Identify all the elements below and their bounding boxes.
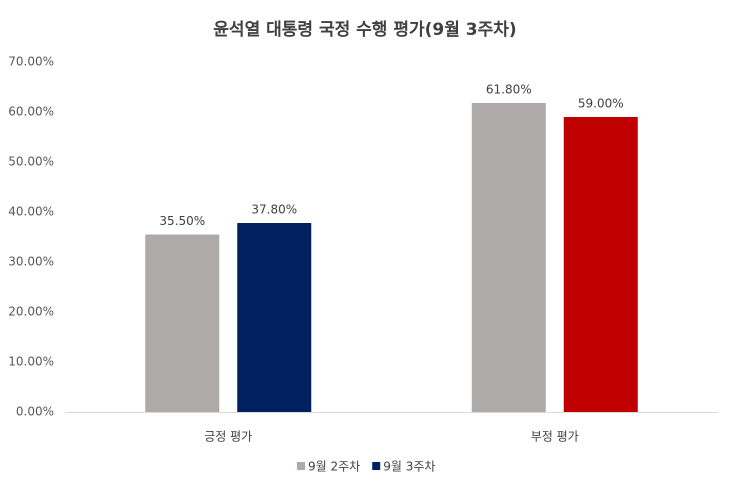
y-tick-label: 30.00%: [8, 255, 54, 269]
y-tick-label: 20.00%: [8, 305, 54, 319]
y-tick-label: 50.00%: [8, 155, 54, 169]
bar: [145, 234, 220, 412]
legend-swatch: [297, 462, 305, 470]
bar: [471, 103, 546, 412]
y-tick-label: 0.00%: [16, 405, 54, 419]
legend-swatch: [372, 462, 381, 470]
y-tick-label: 70.00%: [8, 55, 54, 69]
value-label: 59.00%: [578, 97, 624, 111]
bar: [237, 223, 312, 412]
value-label: 37.80%: [251, 203, 297, 217]
y-tick-label: 60.00%: [8, 105, 54, 119]
x-tick-label: 부정 평가: [531, 430, 579, 444]
legend-label: 9월 3주차: [383, 460, 435, 474]
legend-label: 9월 2주차: [308, 460, 360, 474]
bar: [563, 117, 638, 412]
y-tick-label: 40.00%: [8, 205, 54, 219]
x-tick-label: 긍정 평가: [204, 430, 252, 444]
value-label: 61.80%: [486, 83, 532, 97]
chart-title: 윤석열 대통령 국정 수행 평가(9월 3주차): [213, 19, 516, 40]
y-tick-label: 10.00%: [8, 355, 54, 369]
value-label: 35.50%: [159, 214, 205, 228]
